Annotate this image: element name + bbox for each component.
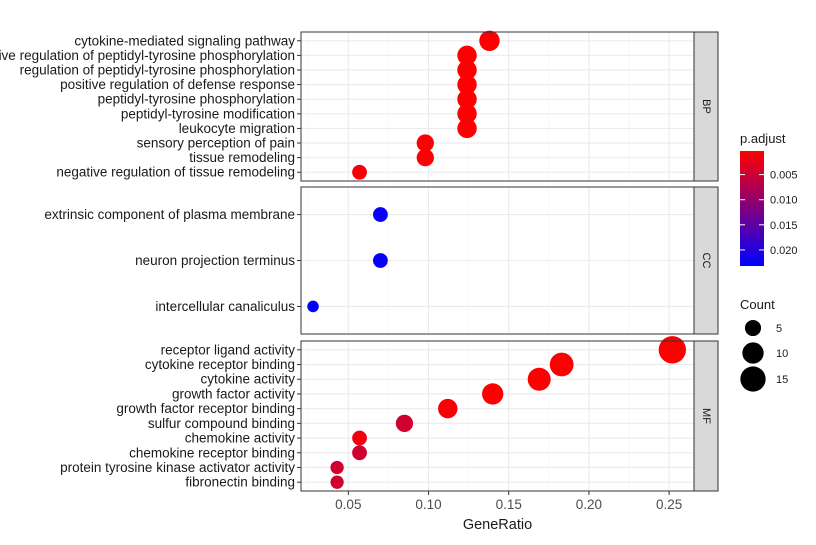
y-tick-label: fibronectin binding <box>185 475 295 490</box>
data-point <box>479 30 500 51</box>
size-legend-label: 15 <box>776 374 788 386</box>
y-tick-label: growth factor receptor binding <box>116 401 295 416</box>
color-legend-title: p.adjust <box>740 131 786 146</box>
y-tick-label: peptidyl-tyrosine modification <box>121 106 295 121</box>
color-legend-label: 0.005 <box>770 170 798 182</box>
y-tick-label: neuron projection terminus <box>135 253 295 268</box>
panel-background-bp <box>301 32 694 181</box>
y-tick-label: receptor ligand activity <box>161 342 296 357</box>
data-point <box>457 89 477 109</box>
data-point <box>352 430 367 446</box>
x-tick-label: 0.15 <box>496 497 522 512</box>
y-tick-label: extrinsic component of plasma membrane <box>44 207 295 222</box>
y-tick-label: leukocyte migration <box>179 121 295 136</box>
y-tick-label: negative regulation of tissue remodeling <box>56 165 295 180</box>
data-point <box>549 352 574 377</box>
data-point <box>416 134 434 152</box>
y-tick-label: cytokine-mediated signaling pathway <box>74 33 295 48</box>
color-legend-bar <box>740 151 764 266</box>
size-legend-title: Count <box>740 297 775 312</box>
y-tick-label: cytokine receptor binding <box>145 357 295 372</box>
y-tick-label: positive regulation of defense response <box>60 77 295 92</box>
facet-strip-mf <box>693 340 719 492</box>
color-legend-label: 0.010 <box>770 195 798 207</box>
data-point <box>373 207 388 222</box>
y-tick-label: peptidyl-tyrosine phosphorylation <box>98 92 295 107</box>
x-tick-label: 0.05 <box>335 497 361 512</box>
y-tick-label: positive regulation of peptidyl-tyrosine… <box>0 48 295 63</box>
y-tick-label: growth factor activity <box>172 386 295 401</box>
y-tick-label: sensory perception of pain <box>137 136 295 151</box>
data-point <box>457 74 477 95</box>
data-point <box>373 253 388 268</box>
data-point <box>457 118 477 139</box>
size-legend-label: 5 <box>776 323 782 335</box>
facet-strip-cc <box>693 186 719 335</box>
x-tick-label: 0.25 <box>656 497 682 512</box>
y-tick-label: protein tyrosine kinase activator activi… <box>60 460 295 475</box>
panel-background-mf <box>301 341 694 491</box>
data-point <box>395 414 414 433</box>
data-point <box>307 300 319 313</box>
facet-strip-label: CC <box>700 253 712 269</box>
facet-strip-bp <box>693 31 719 182</box>
x-axis-title: GeneRatio <box>463 517 532 533</box>
data-point <box>438 398 458 419</box>
data-point <box>457 104 477 124</box>
y-tick-label: regulation of peptidyl-tyrosine phosphor… <box>20 62 295 77</box>
data-point <box>457 45 477 66</box>
y-tick-label: chemokine receptor binding <box>129 445 295 460</box>
x-tick-label: 0.20 <box>576 497 602 512</box>
data-point <box>352 164 367 180</box>
data-point <box>658 336 687 364</box>
facet-strip-label: BP <box>700 99 712 114</box>
size-legend-key <box>740 366 766 392</box>
y-tick-label: intercellular canaliculus <box>155 299 295 314</box>
data-point <box>330 460 344 475</box>
size-legend-key <box>744 319 762 337</box>
facet-strip-label: MF <box>700 408 712 424</box>
y-tick-label: chemokine activity <box>185 431 296 446</box>
data-point <box>330 475 344 489</box>
y-tick-label: tissue remodeling <box>189 150 295 165</box>
data-point <box>352 445 367 461</box>
data-point <box>482 383 504 405</box>
data-point <box>527 367 551 391</box>
data-point <box>416 148 434 167</box>
y-tick-label: sulfur compound binding <box>148 416 295 431</box>
size-legend-label: 10 <box>776 348 788 360</box>
color-legend-label: 0.015 <box>770 220 798 232</box>
color-legend-label: 0.020 <box>770 245 798 257</box>
data-point <box>457 60 477 80</box>
x-tick-label: 0.10 <box>415 497 441 512</box>
y-tick-label: cytokine activity <box>200 372 295 387</box>
size-legend-key <box>742 342 764 364</box>
